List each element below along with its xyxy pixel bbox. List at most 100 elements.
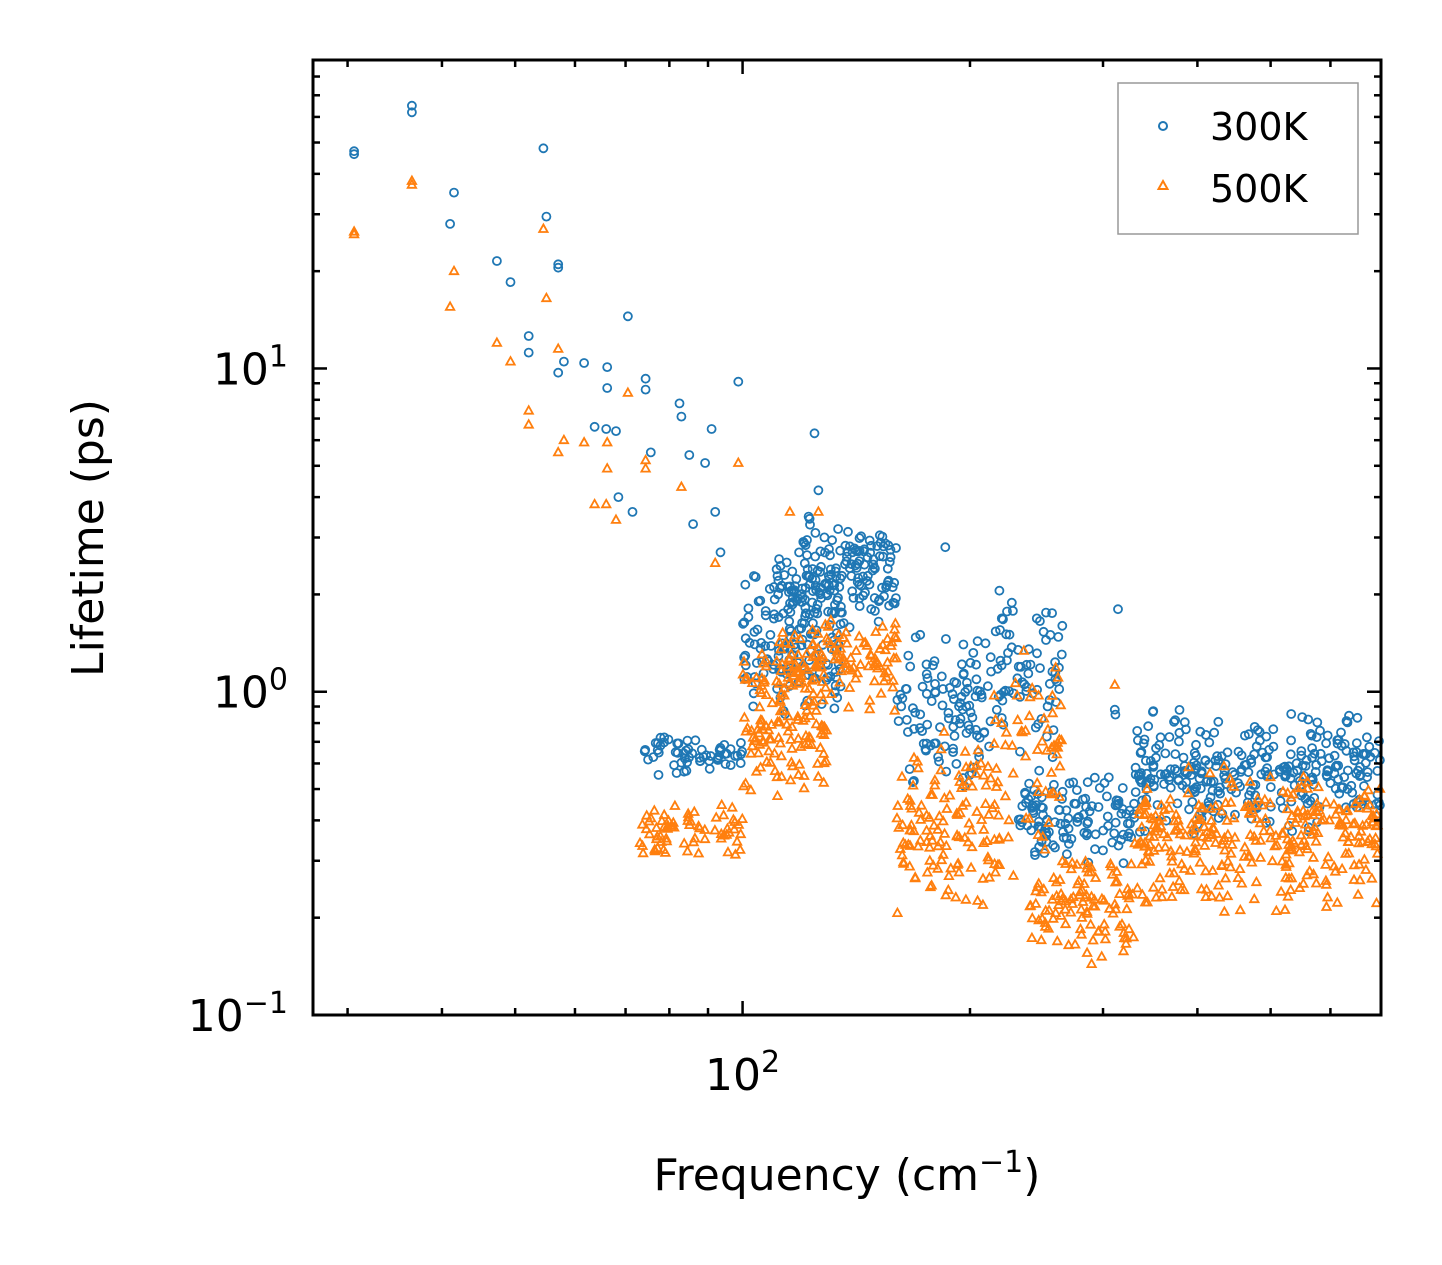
data-point-500k [926, 834, 939, 845]
data-point-500k [802, 737, 814, 748]
data-point-300k [885, 544, 896, 555]
data-point-500k [745, 747, 757, 758]
data-point-500k [798, 782, 810, 793]
data-point-300k [744, 637, 755, 648]
data-point-500k [1065, 862, 1078, 874]
data-point-300k [877, 582, 887, 593]
data-point-500k [1311, 805, 1323, 816]
data-point-500k [1003, 813, 1015, 825]
data-point-500k [999, 739, 1012, 750]
data-point-300k [1074, 812, 1084, 822]
data-point-300k [1325, 778, 1336, 788]
data-point-300k [1230, 809, 1240, 820]
data-point-300k [1132, 726, 1143, 736]
data-point-300k [1261, 731, 1272, 742]
data-point-500k [1353, 793, 1366, 804]
data-point-300k [674, 398, 685, 409]
data-point-300k [1305, 796, 1316, 806]
data-point-300k [1349, 755, 1360, 766]
data-points [348, 100, 1386, 968]
data-point-500k [887, 674, 899, 685]
data-point-500k [1047, 786, 1059, 797]
data-point-500k [772, 731, 785, 742]
data-point-500k [1133, 807, 1145, 818]
data-point-500k [935, 764, 947, 775]
data-point-300k [797, 618, 807, 628]
data-point-500k [1208, 822, 1220, 833]
data-point-500k [988, 689, 1000, 700]
data-point-500k [885, 639, 897, 650]
data-point-500k [1356, 819, 1369, 830]
data-point-300k [908, 703, 918, 714]
data-point-300k [640, 373, 651, 384]
data-point-500k [1353, 829, 1365, 841]
data-point-500k [1023, 709, 1036, 721]
data-point-300k [1087, 801, 1097, 811]
data-point-500k [785, 647, 798, 659]
data-point-300k [1072, 785, 1082, 795]
data-point-500k [793, 758, 806, 769]
data-point-500k [1184, 864, 1197, 875]
data-point-300k [815, 546, 826, 557]
data-point-500k [953, 866, 965, 877]
data-point-500k [1024, 900, 1036, 911]
data-point-500k [522, 418, 535, 429]
data-point-500k [783, 653, 796, 664]
data-point-300k [1118, 829, 1129, 840]
data-point-500k [1277, 827, 1289, 838]
data-point-500k [938, 725, 950, 736]
data-point-300k [1201, 730, 1211, 740]
data-point-500k [1062, 938, 1075, 950]
data-point-500k [1186, 823, 1198, 835]
data-point-500k [1140, 807, 1152, 818]
data-point-500k [1219, 872, 1232, 883]
data-point-500k [1321, 891, 1334, 902]
data-point-500k [762, 723, 775, 735]
data-point-500k [960, 761, 972, 772]
data-point-300k [672, 738, 683, 749]
data-point-500k [988, 833, 1001, 844]
data-point-500k [1322, 850, 1334, 862]
data-point-300k [1287, 826, 1297, 837]
data-point-500k [769, 764, 781, 775]
data-point-500k [1182, 786, 1194, 798]
data-point-500k [977, 836, 990, 847]
y-axis-title: Lifetime (ps) [63, 399, 114, 677]
data-point-300k [979, 727, 990, 737]
data-point-300k [1154, 740, 1165, 750]
data-point-500k [782, 709, 794, 721]
data-point-500k [1318, 813, 1330, 824]
data-point-300k [854, 579, 865, 590]
data-point-500k [950, 891, 962, 902]
data-point-500k [999, 789, 1012, 801]
data-point-500k [1036, 912, 1048, 923]
data-point-500k [1198, 839, 1211, 850]
data-point-300k [938, 684, 948, 694]
data-point-500k [810, 704, 822, 715]
data-point-500k [1270, 829, 1282, 840]
data-point-300k [1280, 769, 1291, 780]
data-point-500k [1026, 912, 1039, 923]
data-point-500k [1032, 877, 1045, 888]
data-point-300k [961, 701, 972, 712]
legend-marker-500k [1156, 178, 1170, 190]
data-point-500k [1204, 767, 1216, 778]
data-point-500k [811, 757, 824, 768]
data-point-300k [627, 506, 638, 517]
data-point-500k [966, 780, 979, 791]
data-point-500k [943, 869, 955, 880]
data-point-300k [695, 756, 705, 766]
data-point-500k [1059, 917, 1072, 929]
data-point-500k [1320, 874, 1332, 885]
data-point-500k [806, 638, 819, 650]
data-point-500k [1264, 797, 1276, 808]
data-point-300k [1006, 642, 1017, 653]
data-point-500k [1312, 826, 1324, 837]
legend-label-500k: 500K [1210, 167, 1309, 211]
data-point-300k [972, 636, 983, 647]
data-point-500k [1293, 845, 1306, 857]
data-point-500k [1054, 873, 1066, 884]
data-point-500k [655, 835, 668, 846]
data-point-300k [640, 384, 651, 395]
data-point-500k [1276, 855, 1288, 866]
